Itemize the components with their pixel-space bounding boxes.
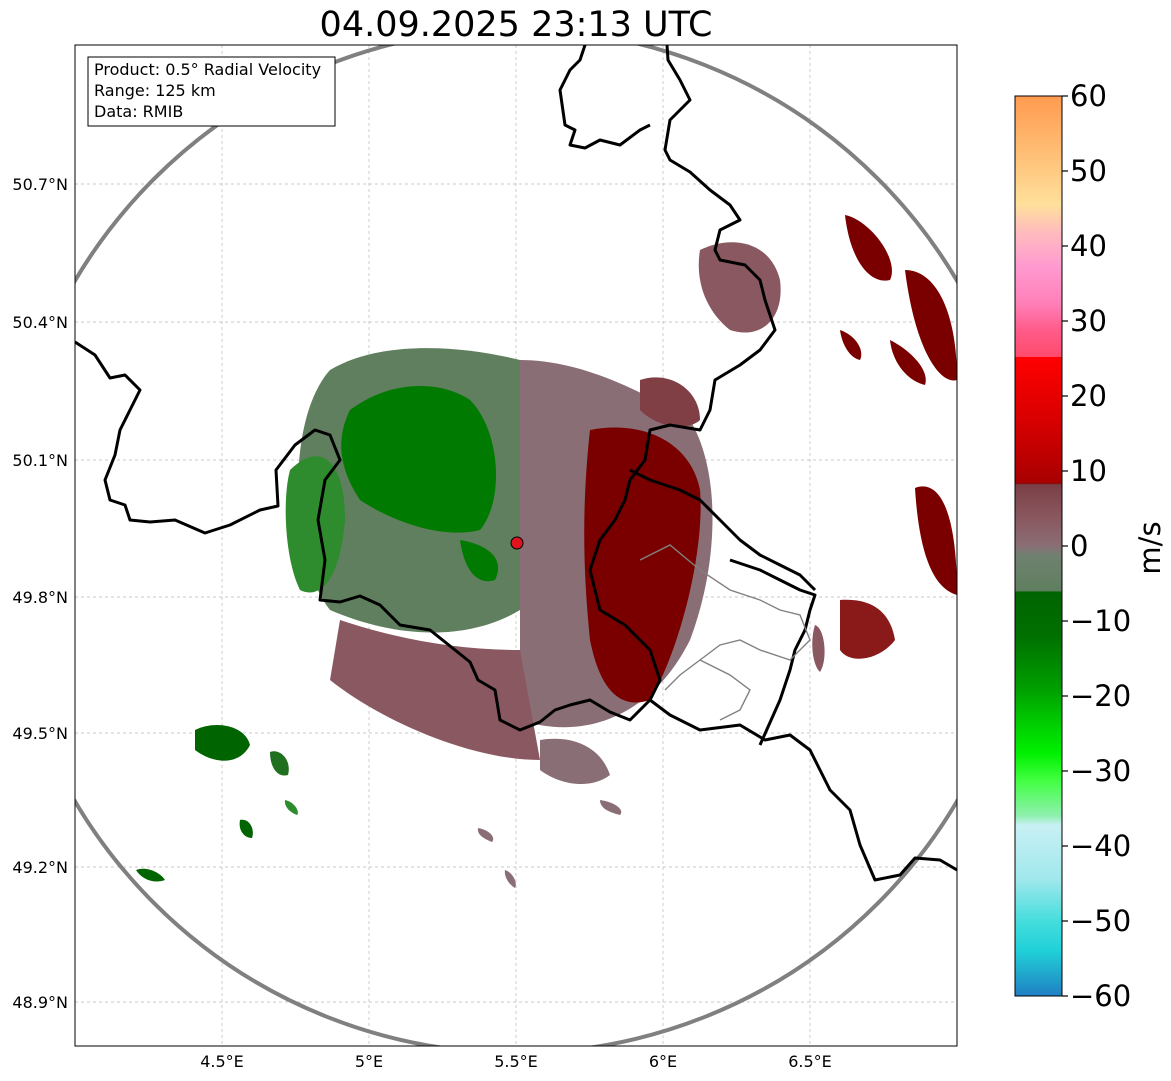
echo-south-streak-3	[504, 870, 516, 888]
echo-sw-cell-1	[195, 725, 250, 761]
info-data-source: Data: RMIB	[94, 102, 183, 121]
echo-ne-cell-1	[698, 242, 781, 333]
echo-green-south	[460, 540, 499, 582]
info-product: Product: 0.5° Radial Velocity	[94, 60, 321, 79]
lat-label: 50.1°N	[12, 451, 68, 470]
lat-label: 50.4°N	[12, 313, 68, 332]
echo-sw-cell-4	[284, 800, 298, 815]
lat-label: 48.9°N	[12, 993, 68, 1012]
map-frame	[74, 44, 958, 1047]
longitude-labels: 4.5°E 5°E 5.5°E 6°E 6.5°E	[200, 1052, 832, 1071]
echo-ne-cell-3	[905, 270, 957, 381]
country-borders	[75, 45, 957, 882]
echo-green-west	[285, 456, 345, 593]
lat-label: 49.2°N	[12, 858, 68, 877]
lon-label: 6°E	[649, 1052, 677, 1071]
lat-label: 49.8°N	[12, 588, 68, 607]
colorbar-tick: 0	[1070, 529, 1088, 563]
echo-south-cells	[540, 738, 610, 785]
info-box: Product: 0.5° Radial Velocity Range: 125…	[87, 56, 336, 127]
echo-south-streak-1	[600, 800, 622, 815]
echo-sw-cell-5	[136, 868, 165, 882]
colorbar-tick: −20	[1070, 679, 1131, 713]
lat-label: 50.7°N	[12, 175, 68, 194]
colorbar-tick: 40	[1070, 229, 1107, 263]
colorbar-tick: 50	[1070, 154, 1107, 188]
page-title: 04.09.2025 23:13 UTC	[319, 5, 713, 45]
colorbar-tick: −40	[1070, 829, 1131, 863]
colorbar-tick: −60	[1070, 979, 1131, 1013]
echo-receding-south	[330, 620, 540, 760]
info-range: Range: 125 km	[94, 81, 216, 100]
colorbar-tick: 10	[1070, 454, 1107, 488]
echo-east-cell-3	[812, 625, 825, 672]
echo-east-cell-2	[840, 599, 895, 659]
colorbar-tick: 30	[1070, 304, 1107, 338]
lon-label: 5.5°E	[494, 1052, 538, 1071]
echo-ne-cell-4	[840, 330, 862, 360]
echo-ne-cell-5	[890, 340, 926, 385]
echo-sw-cell-3	[239, 819, 253, 838]
radar-site-marker	[510, 536, 524, 550]
echo-green-strong	[341, 386, 497, 533]
region-borders	[639, 544, 811, 721]
echo-red-north	[640, 377, 700, 427]
colorbar-unit-label: m/s	[1133, 521, 1167, 574]
colorbar-tick: 20	[1070, 379, 1107, 413]
colorbar-tick: 60	[1070, 79, 1107, 113]
echo-south-streak-2	[477, 828, 494, 842]
echo-east-cell-1	[915, 486, 957, 595]
colorbar: 60 50 40 30 20 10 0 −10 −20 −30 −40 −50 …	[1014, 79, 1167, 1013]
lat-label: 49.5°N	[12, 724, 68, 743]
radar-echoes	[136, 215, 957, 888]
lon-label: 6.5°E	[788, 1052, 832, 1071]
colorbar-tick: −30	[1070, 754, 1131, 788]
colorbar-gradient	[1014, 95, 1063, 997]
lon-label: 4.5°E	[200, 1052, 244, 1071]
colorbar-tick: −10	[1070, 604, 1131, 638]
echo-sw-cell-2	[270, 751, 289, 776]
latitude-labels: 50.7°N 50.4°N 50.1°N 49.8°N 49.5°N 49.2°…	[12, 175, 68, 1012]
echo-red-core	[584, 427, 701, 703]
colorbar-tick: −50	[1070, 904, 1131, 938]
echo-ne-cell-2	[845, 215, 892, 281]
lon-label: 5°E	[355, 1052, 383, 1071]
